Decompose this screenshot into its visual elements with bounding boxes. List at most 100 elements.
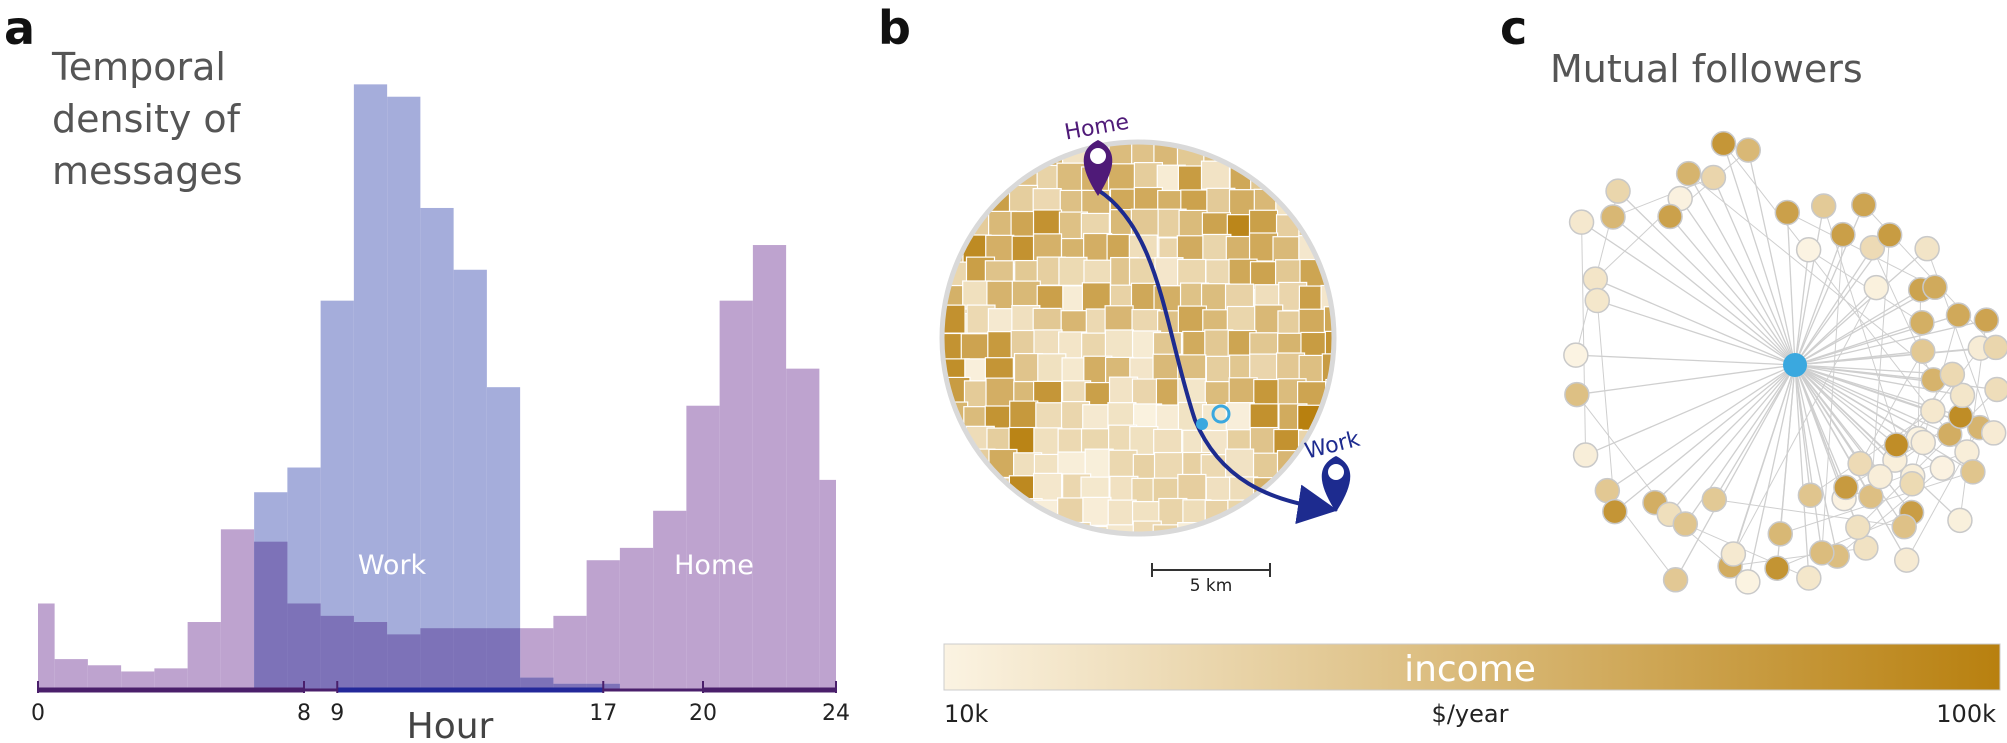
map-region [1297,522,1327,534]
map-region [964,525,994,534]
network-edge [1794,364,1924,444]
network-node [1764,555,1790,581]
home-bar [819,479,836,690]
network-node [1922,274,1948,301]
work-pin-icon [1321,456,1351,512]
network-nodes [1563,130,2007,595]
network-node [1657,203,1683,230]
map-region [1204,524,1234,534]
network-node [1767,521,1794,547]
map-region [1225,448,1255,478]
map-region [942,210,966,240]
map-region [1011,280,1041,310]
map-region [1276,142,1306,170]
work-bar [420,207,454,690]
network-node [1851,192,1877,218]
overlap-bar [486,628,521,690]
network-edge [1794,234,1844,366]
network-node [1563,342,1589,368]
network-node [1983,334,2007,361]
network-edge [1794,364,1823,553]
work-series-label: Work [358,550,427,581]
network-edge [1794,287,1877,366]
home-series-label: Home [674,550,754,581]
map-region [942,522,969,534]
network-node [1914,235,1940,262]
network-edge [1786,212,1796,366]
network-node [1584,287,1610,314]
work-bar [353,84,388,691]
network-edge [1794,247,1873,366]
network-edge [1794,364,1950,435]
network-node [1701,486,1728,513]
map-region [1082,496,1112,526]
network-edge [1794,364,1897,446]
map-region [1011,142,1041,168]
overlap-bar [420,628,454,690]
map-region [1323,306,1334,336]
map-region [1273,521,1304,534]
income-colorbar [943,643,2001,691]
network-node [1572,442,1599,468]
map-region [1325,212,1334,242]
overlap-bar [387,634,421,690]
colorbar-title: income [1404,649,1536,690]
network-node [1947,507,1973,534]
series-work-bars [254,84,620,691]
x-tick-label: 9 [330,701,344,726]
map-region [1321,353,1334,383]
map-region [942,188,966,219]
home-pin-label: Home [1063,110,1131,146]
map-region [1249,496,1279,526]
map-region [1300,185,1330,215]
network-node [1859,234,1886,261]
network-edge [1581,222,1587,456]
network-edge [1794,248,1928,366]
network-edge [1859,351,1924,464]
home-bar [121,671,155,690]
network-node [1710,130,1737,157]
map-region [960,142,991,171]
commuter-icon [1196,404,1231,430]
home-bar [752,245,787,691]
network-edge [1794,205,1825,366]
network-edge [1669,216,1796,366]
scale-bar [1151,563,1271,577]
map-region [1228,377,1258,407]
network-node [1893,547,1920,573]
map-region [1009,400,1039,430]
map-region [1322,161,1334,191]
network-node [1602,498,1628,525]
home-bar [686,405,720,690]
series-overlap-bars [254,541,620,690]
x-axis-label: Hour [407,706,494,743]
map-region [987,496,1018,527]
network-edge [1612,216,1796,366]
network-edge [1794,364,1847,488]
network-edge [1597,299,1796,366]
network-edge [1688,173,1796,366]
network-edge [1794,346,1996,366]
map-region [1177,473,1207,504]
scale-bar-label: 5 km [1190,576,1233,596]
network-node [1883,432,1910,458]
network-node [1795,237,1822,263]
overlap-bar [320,615,354,690]
network-node [1891,513,1917,540]
network-node [1920,398,1946,424]
network-edge [1595,278,1796,366]
home-pin-icon [1083,140,1113,196]
network-node [1929,455,1956,481]
network-node [1582,266,1609,292]
overlap-bar [353,622,388,690]
network-edge [1576,364,1796,396]
network-node [1949,382,1976,409]
map-region [1273,162,1303,192]
map-region [965,166,995,196]
network-edge [1675,364,1796,581]
network-edge [1870,235,1891,497]
map-region [942,142,967,168]
map-region [942,497,971,528]
panel-label-c: c [1500,1,1527,55]
